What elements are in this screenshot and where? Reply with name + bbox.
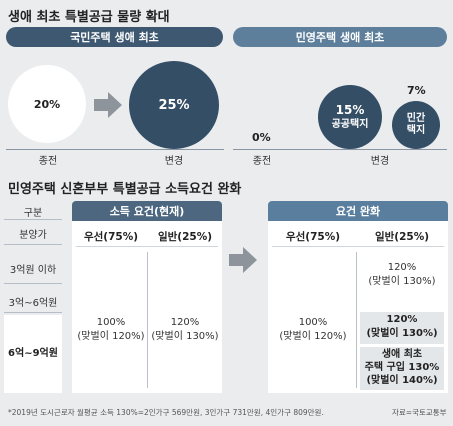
relaxed-general-row2-bg bbox=[360, 312, 444, 344]
current-general-main: 120% bbox=[170, 317, 200, 328]
right-arrow-icon bbox=[94, 92, 122, 118]
relaxed-priority-value: 100% (맞벌이 120%) bbox=[270, 316, 356, 343]
private-after-label: 변경 bbox=[370, 156, 390, 167]
footnote: *2019년 도시근로자 월평균 소득 130%=2인가구 569만원, 3인가… bbox=[8, 408, 324, 417]
right-arrow-icon bbox=[229, 247, 257, 273]
relaxed-general-row3-line1: 생애 최초 bbox=[381, 349, 423, 360]
column-divider bbox=[147, 252, 148, 388]
relaxed-general-row2-dual: (맞벌이 130%) bbox=[366, 327, 438, 339]
relaxed-general-row1-main: 120% bbox=[387, 262, 417, 273]
row-divider bbox=[4, 312, 62, 313]
national-before-value: 20% bbox=[33, 97, 61, 111]
relaxed-general-col: 일반(25%) bbox=[374, 231, 430, 243]
relaxed-priority-main: 100% bbox=[298, 317, 328, 328]
column-divider bbox=[356, 252, 357, 388]
private-private-value: 7% bbox=[407, 84, 426, 97]
row-label-6-to-9: 6억~9억원 bbox=[8, 348, 58, 359]
national-before-circle: 20% bbox=[8, 65, 86, 143]
current-priority-value: 100% (맞벌이 120%) bbox=[74, 316, 148, 343]
national-axis bbox=[6, 149, 224, 150]
private-first-home-pill: 민영주택 생애 최초 bbox=[233, 27, 447, 47]
relaxed-general-row1-dual: (맞벌이 130%) bbox=[368, 275, 436, 287]
private-before-label: 종전 bbox=[252, 156, 272, 167]
relaxed-general-row3-line3: (맞벌이 140%) bbox=[366, 375, 438, 386]
row-divider bbox=[4, 283, 62, 284]
relaxed-priority-dual: (맞벌이 120%) bbox=[279, 330, 347, 342]
private-public-land-circle: 15% 공공택지 bbox=[318, 85, 382, 149]
relaxed-general-row2-main: 120% bbox=[386, 314, 418, 325]
national-after-value: 25% bbox=[158, 97, 190, 113]
row-highlight bbox=[4, 315, 62, 393]
private-private-label-2: 택지 bbox=[406, 125, 426, 136]
current-general-value: 120% (맞벌이 130%) bbox=[148, 316, 222, 343]
row-label-price: 분양가 bbox=[19, 230, 47, 241]
relaxed-general-row1: 120% (맞벌이 130%) bbox=[360, 261, 444, 288]
private-public-label: 공공택지 bbox=[331, 119, 369, 131]
private-public-value: 15% bbox=[335, 102, 365, 117]
current-priority-main: 100% bbox=[96, 317, 126, 328]
row-label-under-3: 3억원 이하 bbox=[9, 265, 57, 276]
national-first-home-pill: 국민주택 생애 최초 bbox=[6, 27, 223, 47]
relaxed-general-row2: 120% (맞벌이 130%) bbox=[360, 313, 444, 340]
relaxed-priority-col: 우선(75%) bbox=[285, 231, 341, 243]
source-credit: 자료=국토교통부 bbox=[392, 408, 447, 417]
row-divider bbox=[4, 244, 62, 245]
national-before-label: 종전 bbox=[38, 156, 58, 167]
national-after-label: 변경 bbox=[164, 156, 184, 167]
row-divider bbox=[4, 219, 62, 220]
private-private-label-1: 민간 bbox=[406, 112, 426, 124]
table-divider bbox=[272, 246, 444, 247]
national-after-circle: 25% bbox=[129, 61, 219, 149]
relaxed-general-row3-bg bbox=[360, 347, 444, 390]
private-private-land-circle: 민간 택지 bbox=[392, 101, 440, 149]
relaxed-general-row3-line2: 주택 구입 130% bbox=[364, 362, 440, 373]
current-priority-dual: (맞벌이 120%) bbox=[77, 330, 145, 342]
current-requirement-header: 소득 요건(현재) bbox=[72, 201, 222, 221]
section1-title: 생애 최초 특별공급 물량 확대 bbox=[8, 10, 170, 25]
relaxed-requirement-header: 요건 완화 bbox=[268, 201, 448, 221]
row-header-category: 구분 bbox=[23, 208, 43, 219]
private-axis bbox=[233, 149, 447, 150]
private-before-value: 0% bbox=[252, 131, 271, 144]
current-general-dual: (맞벌이 130%) bbox=[151, 330, 219, 342]
current-priority-col: 우선(75%) bbox=[83, 231, 139, 243]
relaxed-general-row3: 생애 최초 주택 구입 130% (맞벌이 140%) bbox=[360, 348, 444, 387]
section2-title: 민영주택 신혼부부 특별공급 소득요건 완화 bbox=[8, 182, 242, 197]
current-general-col: 일반(25%) bbox=[157, 231, 213, 243]
table-divider bbox=[76, 246, 218, 247]
row-label-3-to-6: 3억~6억원 bbox=[8, 298, 58, 309]
